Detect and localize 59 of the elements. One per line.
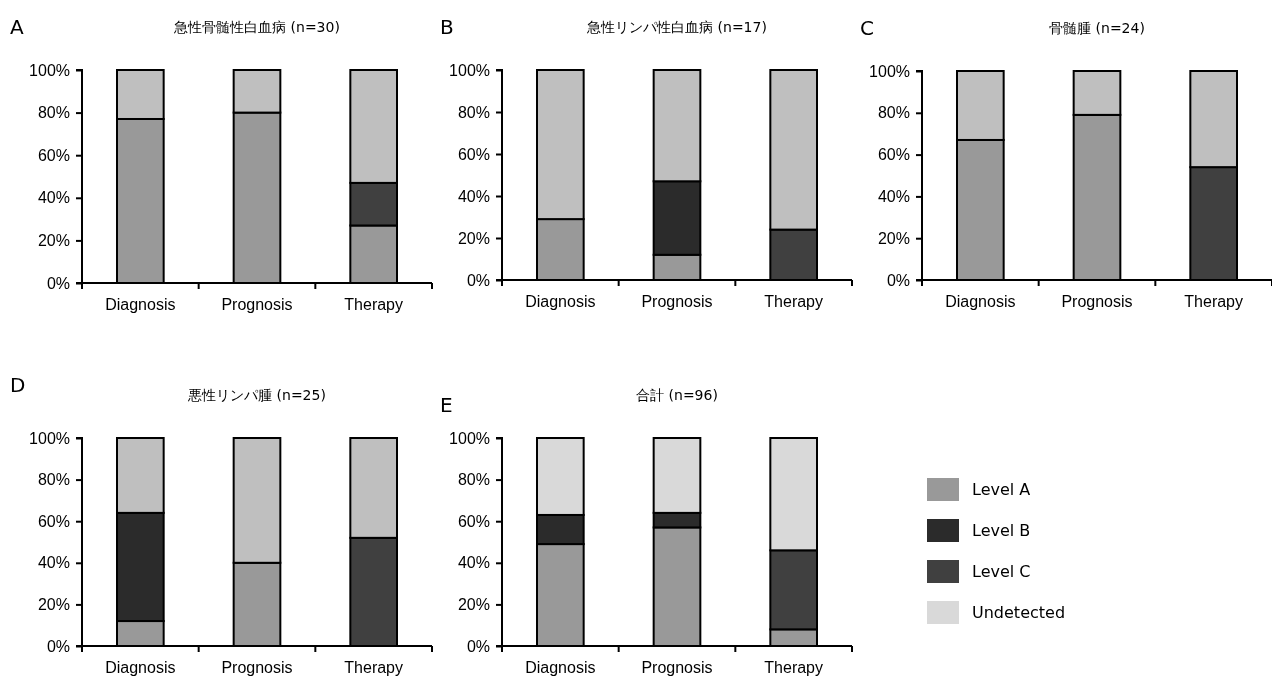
x-tick-label: Therapy	[1184, 293, 1244, 310]
text: C	[860, 16, 874, 40]
text: B	[440, 15, 454, 39]
y-tick-label: 40%	[37, 554, 70, 572]
y-tick-label: 20%	[457, 229, 490, 247]
y-tick-label: 60%	[37, 512, 70, 530]
y-tick-label: 0%	[466, 271, 490, 289]
x-tick-label: Therapy	[764, 659, 824, 676]
legend-label: Level A	[972, 480, 1031, 499]
chart-title: 悪性リンパ腫 (n=25)	[187, 387, 326, 403]
x-tick-label: Prognosis	[641, 659, 713, 676]
y-tick-label: 20%	[37, 232, 70, 250]
y-tick-label: 100%	[29, 429, 70, 447]
y-tick-label: 0%	[46, 637, 70, 655]
x-tick-label: Diagnosis	[105, 296, 176, 313]
legend-label: Undetected	[972, 603, 1066, 622]
y-tick-label: 0%	[886, 271, 910, 289]
y-tick-label: 60%	[457, 512, 490, 530]
y-tick-label: 40%	[457, 554, 490, 572]
y-tick-label: 20%	[877, 229, 910, 247]
x-tick-label: Therapy	[344, 659, 404, 676]
y-tick-label: 80%	[457, 471, 490, 489]
y-tick-label: 40%	[877, 188, 910, 206]
x-tick-label: Prognosis	[221, 296, 293, 313]
y-tick-label: 80%	[37, 471, 70, 489]
x-tick-label: Diagnosis	[105, 659, 176, 676]
y-tick-label: 60%	[457, 145, 490, 163]
y-tick-label: 100%	[869, 62, 910, 80]
chart-title: 急性リンパ性白血病 (n=17)	[586, 19, 767, 35]
y-tick-label: 100%	[449, 429, 490, 447]
x-tick-label: Diagnosis	[525, 659, 596, 676]
y-tick-label: 80%	[457, 103, 490, 121]
legend-label: Level C	[972, 562, 1031, 581]
y-tick-label: 100%	[449, 61, 490, 79]
y-tick-label: 40%	[457, 187, 490, 205]
x-tick-label: Prognosis	[221, 659, 293, 676]
chart-title: 急性骨髄性白血病 (n=30)	[173, 19, 340, 35]
y-tick-label: 80%	[37, 104, 70, 122]
x-tick-label: Prognosis	[641, 293, 713, 310]
legend-label: Level B	[972, 521, 1031, 540]
y-tick-label: 80%	[877, 104, 910, 122]
y-tick-label: 100%	[29, 61, 70, 79]
x-tick-label: Therapy	[764, 293, 824, 310]
x-tick-label: Diagnosis	[525, 293, 596, 310]
chart-title: 骨髄腫 (n=24)	[1049, 20, 1145, 36]
x-tick-label: Therapy	[344, 296, 404, 313]
x-tick-label: Diagnosis	[945, 293, 1016, 310]
y-tick-label: 60%	[877, 146, 910, 164]
y-tick-label: 60%	[37, 146, 70, 164]
y-tick-label: 0%	[466, 637, 490, 655]
x-tick-label: Prognosis	[1061, 293, 1133, 310]
y-tick-label: 20%	[37, 596, 70, 614]
text: A	[10, 15, 24, 39]
y-tick-label: 0%	[46, 274, 70, 292]
chart-title: 合計 (n=96)	[636, 387, 718, 403]
y-tick-label: 40%	[37, 189, 70, 207]
text: E	[440, 393, 453, 417]
text: D	[10, 373, 26, 397]
y-tick-label: 20%	[457, 596, 490, 614]
